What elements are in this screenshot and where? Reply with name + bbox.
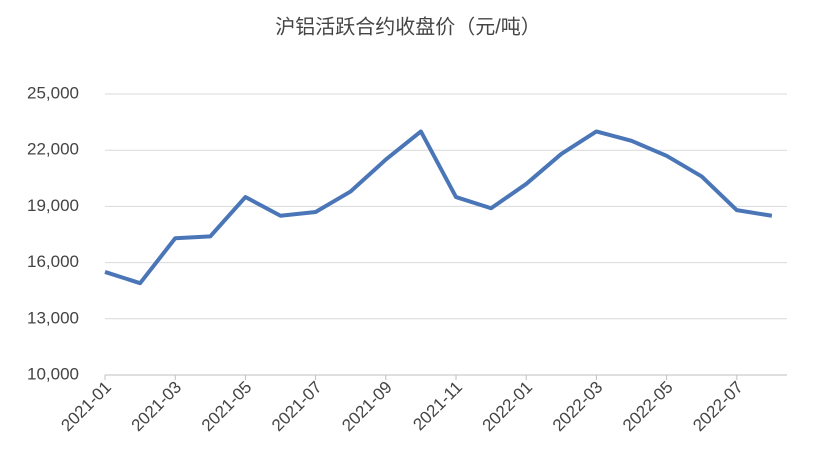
y-tick-label: 22,000 (27, 140, 79, 159)
y-tick-label: 19,000 (27, 196, 79, 215)
y-tick-label: 25,000 (27, 83, 79, 102)
x-tick-label: 2022-05 (619, 378, 677, 436)
x-tick-label: 2021-03 (128, 378, 186, 436)
x-tick-label: 2021-11 (409, 378, 466, 435)
x-tick-label: 2021-01 (57, 378, 115, 436)
y-tick-label: 13,000 (27, 308, 79, 327)
x-tick-label: 2021-09 (338, 378, 396, 436)
y-tick-label: 16,000 (27, 252, 79, 271)
x-tick-label: 2021-05 (198, 378, 256, 436)
x-tick-label: 2022-01 (479, 378, 537, 436)
y-tick-label: 10,000 (27, 364, 79, 383)
x-tick-label: 2022-03 (549, 378, 607, 436)
x-tick-label: 2022-07 (689, 378, 747, 436)
price-line (104, 129, 773, 286)
x-tick-label: 2021-07 (268, 378, 326, 436)
chart-title: 沪铝活跃合约收盘价（元/吨） (275, 15, 541, 38)
